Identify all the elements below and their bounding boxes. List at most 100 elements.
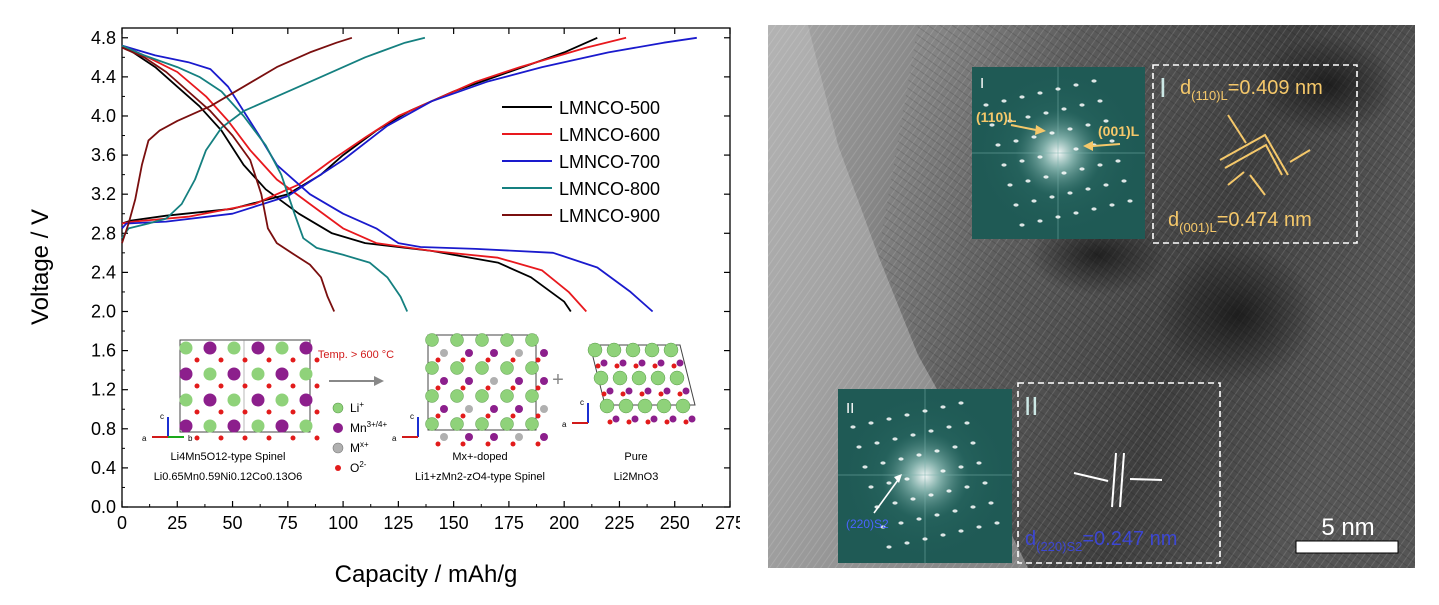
fft-II-spots xyxy=(850,401,1000,549)
atom xyxy=(510,385,516,391)
crystal-structure-inset: ca b ca ca Temp. > 600 °C + Li+ Mn3+/4+ M… xyxy=(142,333,696,483)
fft-spot xyxy=(940,533,946,537)
fft-I-arrowhead-001 xyxy=(1083,141,1093,151)
spinel-b-caption-2: Li1+zMn2-zO4-type Spinel xyxy=(415,471,545,483)
fft-I-arrow-110 xyxy=(1010,124,1037,131)
fft-spot xyxy=(868,421,874,425)
atom xyxy=(218,409,224,415)
atom xyxy=(535,385,541,391)
fft-spot xyxy=(983,103,989,107)
pure-caption-2: Li2MnO3 xyxy=(614,471,659,483)
atom xyxy=(194,435,200,441)
fft-spot xyxy=(916,517,922,521)
fft-spot xyxy=(946,489,952,493)
atom xyxy=(540,349,548,357)
atom xyxy=(677,391,683,397)
y-tick-label: 3.2 xyxy=(91,184,116,204)
atom xyxy=(540,405,548,413)
atom xyxy=(299,341,313,355)
fft-spot xyxy=(946,425,952,429)
li-atom-marker xyxy=(332,402,344,414)
d110-label: d(110)L=0.409 nm xyxy=(1180,77,1323,103)
atom xyxy=(275,341,289,355)
atom xyxy=(460,441,466,447)
atom xyxy=(475,333,489,347)
atom xyxy=(266,383,272,389)
x-tick-label: 25 xyxy=(167,513,187,533)
series-line-lmnco-900-charge xyxy=(121,36,353,244)
atom xyxy=(607,419,613,425)
atom xyxy=(540,433,548,441)
fft-spot xyxy=(1043,111,1049,115)
atom xyxy=(425,417,439,431)
atom xyxy=(425,361,439,375)
atom xyxy=(500,333,514,347)
atom xyxy=(460,413,466,419)
atom xyxy=(227,341,241,355)
atom xyxy=(663,387,671,395)
fft-spot xyxy=(1019,95,1025,99)
atom xyxy=(440,377,448,385)
legend-m: Mx+ xyxy=(350,440,369,455)
fft-spot xyxy=(958,465,964,469)
x-tick-label: 175 xyxy=(494,513,524,533)
atom xyxy=(227,419,241,433)
series-line-lmnco-700-charge xyxy=(121,36,697,230)
y-tick-label: 1.6 xyxy=(91,341,116,361)
region-I-label: I xyxy=(1159,72,1167,103)
fft-spot xyxy=(958,401,964,405)
atom xyxy=(460,385,466,391)
axis-c: c xyxy=(580,398,584,407)
atom xyxy=(593,370,609,386)
atom xyxy=(227,367,241,381)
atom xyxy=(475,417,489,431)
legend-label-lmnco-700: LMNCO-700 xyxy=(559,152,660,172)
atom xyxy=(435,413,441,419)
atom xyxy=(671,363,677,369)
fft-spot xyxy=(995,143,1001,147)
axis-c: c xyxy=(410,412,414,421)
fft-spot xyxy=(880,525,886,529)
fft-spot xyxy=(892,437,898,441)
fft-spot xyxy=(989,123,995,127)
atom xyxy=(435,441,441,447)
atom xyxy=(266,357,272,363)
fft-spot xyxy=(1121,179,1127,183)
fft-inset-I: I (110)L (001)L xyxy=(972,67,1145,239)
atom xyxy=(683,419,689,425)
atom xyxy=(633,363,639,369)
fft-II-label: II xyxy=(846,400,854,417)
atom xyxy=(290,409,296,415)
fft-spot xyxy=(880,461,886,465)
atom xyxy=(475,389,489,403)
fft-spot xyxy=(1085,187,1091,191)
fft-spot xyxy=(1103,183,1109,187)
atom xyxy=(676,359,684,367)
atom xyxy=(669,415,677,423)
atom xyxy=(314,435,320,441)
atom xyxy=(179,419,193,433)
fft-spot xyxy=(922,537,928,541)
atom xyxy=(465,433,473,441)
fft-spot xyxy=(958,529,964,533)
axis-ticks: 0 25 50 75 100 125 150 175 200 225 250 275 0.0 0.4 0.8… xyxy=(91,28,745,533)
fft-I-arrow-001 xyxy=(1092,143,1121,147)
fft-spot xyxy=(1067,191,1073,195)
x-tick-label: 225 xyxy=(604,513,634,533)
atom xyxy=(485,385,491,391)
m-atom-marker xyxy=(332,442,344,454)
fft-spot xyxy=(1025,179,1031,183)
fft-spot xyxy=(1031,199,1037,203)
atom xyxy=(435,385,441,391)
series-line-lmnco-600-discharge xyxy=(121,44,587,313)
atom xyxy=(606,342,622,358)
atom xyxy=(614,363,620,369)
atom xyxy=(179,367,193,381)
fft-spot xyxy=(874,441,880,445)
atom xyxy=(510,413,516,419)
fft-spot xyxy=(1085,123,1091,127)
fft-spot xyxy=(934,449,940,453)
scale-bar-line xyxy=(1295,540,1399,554)
atom xyxy=(242,409,248,415)
atom xyxy=(644,387,652,395)
